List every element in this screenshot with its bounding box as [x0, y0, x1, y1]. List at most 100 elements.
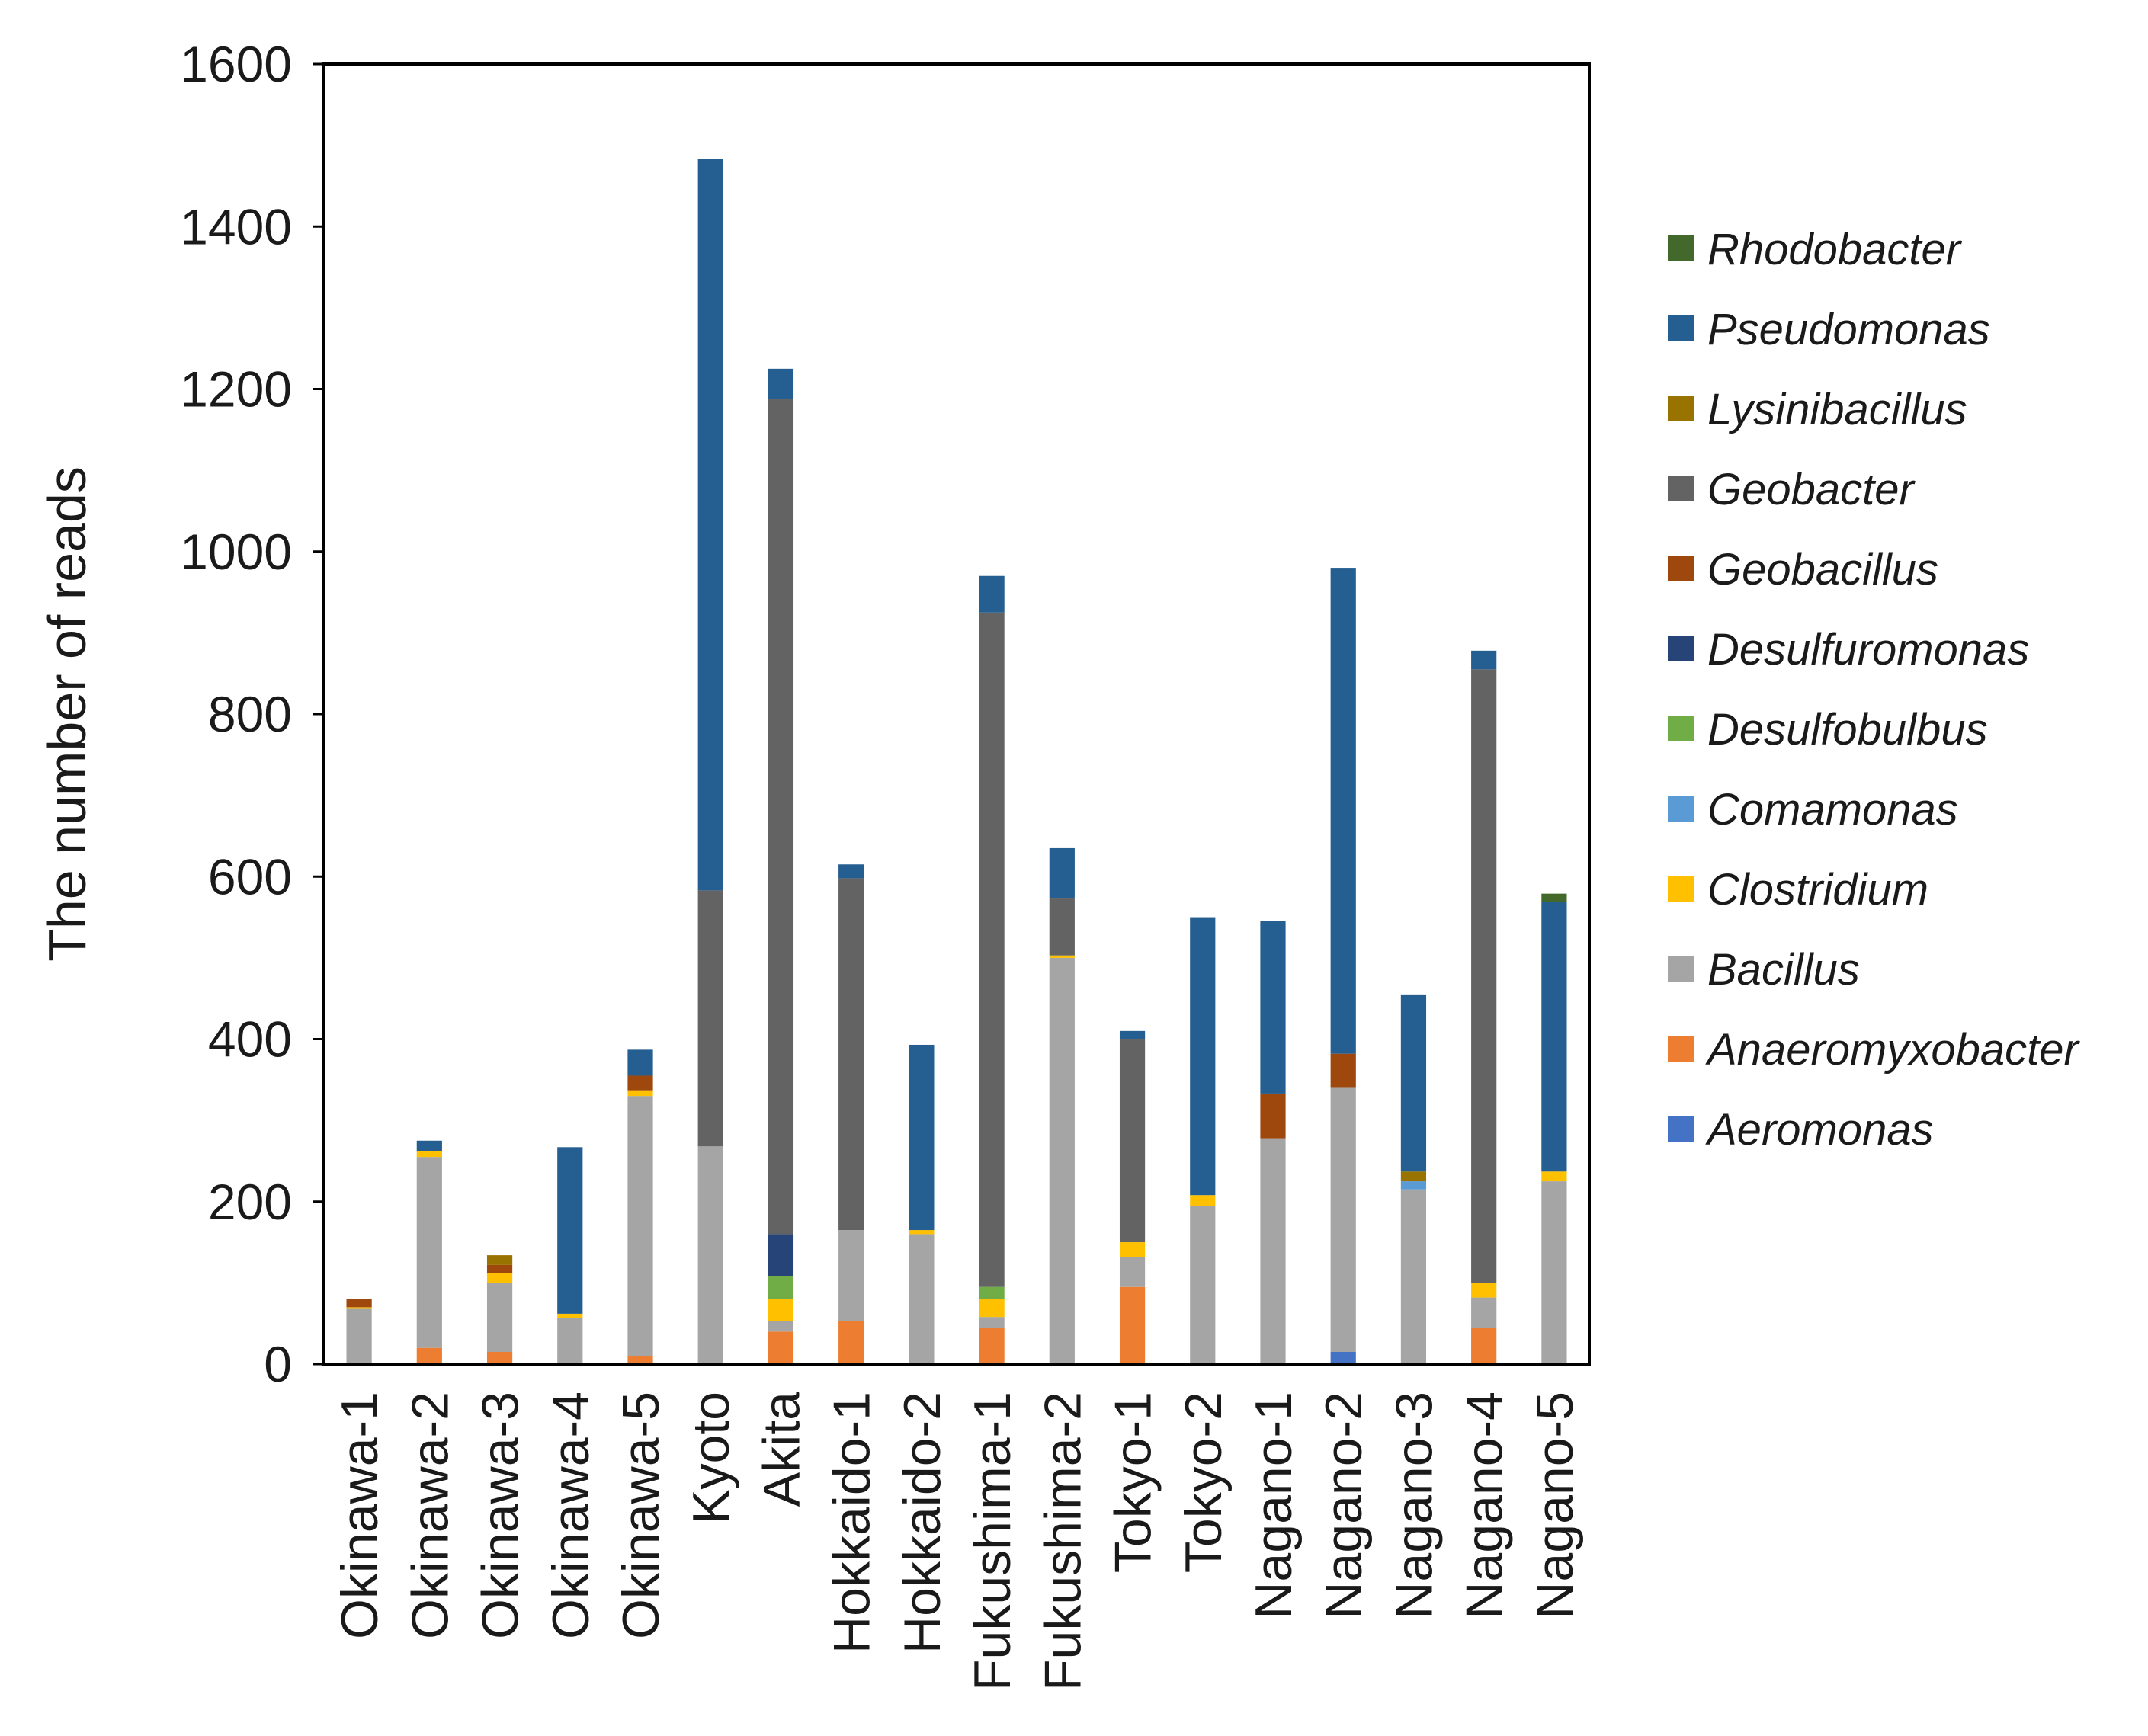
bar-nagano-3-lysinibacillus: [1400, 1171, 1427, 1182]
bar-hokkaido-2-clostridium: [909, 1230, 935, 1235]
bar-fukushima-2-geobacter: [1049, 898, 1075, 956]
legend-swatch-desulfuromonas: [1668, 636, 1694, 661]
bar-fukushima-1-anaeromyxobacter: [979, 1328, 1005, 1364]
bar-tokyo-2-pseudomonas: [1190, 917, 1216, 1196]
bar-nagano-2-aeromonas: [1330, 1352, 1356, 1364]
x-tick-label-tokyo-2: Tokyo-2: [1175, 1392, 1233, 1573]
bar-okinawa-3-anaeromyxobacter: [486, 1352, 513, 1364]
legend-label-desulfobulbus: Desulfobulbus: [1707, 705, 1988, 754]
bar-nagano-1-pseudomonas: [1260, 921, 1286, 1094]
bar-tokyo-1-bacillus: [1119, 1257, 1146, 1287]
bar-akita-geobacter: [768, 399, 794, 1235]
bar-okinawa-5-clostridium: [627, 1090, 653, 1097]
legend: Rhodobacter Pseudomonas Lysinibacillus Geob…: [1668, 225, 2080, 1155]
x-tick-label-hokkaido-2: Hokkaido-2: [893, 1392, 951, 1654]
bar-nagano-3-comamonas: [1400, 1181, 1427, 1190]
bar-nagano-2-geobacillus: [1330, 1053, 1356, 1088]
legend-swatch-clostridium: [1668, 876, 1694, 902]
y-tick-label-0: 0: [264, 1336, 292, 1392]
legend-swatch-comamonas: [1668, 796, 1694, 822]
bar-fukushima-2-bacillus: [1049, 957, 1075, 1365]
bar-nagano-2-bacillus: [1330, 1087, 1356, 1352]
bar-nagano-5-clostridium: [1541, 1171, 1567, 1182]
y-tick-label-200: 200: [208, 1174, 292, 1230]
bar-hokkaido-1-geobacter: [838, 878, 864, 1231]
bar-akita-pseudomonas: [768, 368, 794, 399]
y-axis: 0 200 400 600 800 1000 1200 1400 1600: [180, 36, 324, 1392]
x-tick-label-nagano-1: Nagano-1: [1245, 1392, 1303, 1619]
bar-hokkaido-1-bacillus: [838, 1230, 864, 1321]
legend-label-lysinibacillus: Lysinibacillus: [1707, 385, 1967, 434]
x-tick-label-nagano-5: Nagano-5: [1526, 1392, 1584, 1619]
y-tick-label-800: 800: [208, 686, 292, 742]
bar-hokkaido-1-pseudomonas: [838, 864, 864, 879]
bar-okinawa-4-bacillus: [557, 1318, 583, 1364]
bar-fukushima-1-clostridium: [979, 1299, 1005, 1318]
y-tick-label-1400: 1400: [180, 198, 292, 255]
bar-nagano-4-geobacter: [1471, 669, 1497, 1283]
bar-nagano-1-bacillus: [1260, 1138, 1286, 1364]
bar-nagano-4-anaeromyxobacter: [1471, 1328, 1497, 1364]
bar-tokyo-2-clostridium: [1190, 1195, 1216, 1206]
bar-okinawa-5-bacillus: [627, 1096, 653, 1356]
bar-tokyo-1-clostridium: [1119, 1242, 1146, 1257]
x-tick-label-kyoto: Kyoto: [682, 1392, 740, 1524]
bar-okinawa-4-clostridium: [557, 1313, 583, 1318]
x-tick-label-tokyo-1: Tokyo-1: [1104, 1392, 1162, 1573]
bar-fukushima-2-pseudomonas: [1049, 847, 1075, 899]
y-axis-title: The number of reads: [37, 466, 97, 962]
x-tick-label-okinawa-3: Okinawa-3: [472, 1392, 530, 1639]
legend-swatch-pseudomonas: [1668, 315, 1694, 341]
bar-okinawa-4-pseudomonas: [557, 1147, 583, 1314]
plot-area-frame: [322, 62, 1591, 1366]
bar-okinawa-2-clostridium: [416, 1151, 442, 1158]
bar-okinawa-2-anaeromyxobacter: [416, 1347, 442, 1364]
bar-okinawa-5-anaeromyxobacter: [627, 1356, 653, 1364]
x-tick-label-fukushima-1: Fukushima-1: [963, 1392, 1021, 1691]
bar-akita-clostridium: [768, 1299, 794, 1321]
x-tick-label-nagano-2: Nagano-2: [1315, 1392, 1373, 1619]
bar-tokyo-1-geobacter: [1119, 1039, 1146, 1243]
x-tick-label-hokkaido-1: Hokkaido-1: [823, 1392, 881, 1654]
legend-swatch-geobacter: [1668, 476, 1694, 501]
bar-nagano-2-pseudomonas: [1330, 568, 1356, 1054]
legend-label-desulfuromonas: Desulfuromonas: [1707, 625, 2029, 674]
bar-okinawa-3-geobacillus: [486, 1264, 513, 1273]
legend-swatch-desulfobulbus: [1668, 716, 1694, 741]
legend-label-clostridium: Clostridium: [1707, 865, 1928, 914]
bar-fukushima-1-geobacter: [979, 612, 1005, 1287]
y-tick-label-600: 600: [208, 848, 292, 905]
x-axis: Okinawa-1 Okinawa-2 Okinawa-3 Okinawa-4 Okin…: [331, 1392, 1584, 1691]
legend-swatch-lysinibacillus: [1668, 396, 1694, 421]
bar-fukushima-1-bacillus: [979, 1317, 1005, 1328]
bar-layer: [346, 159, 1567, 1365]
legend-swatch-bacillus: [1668, 956, 1694, 982]
bar-akita-anaeromyxobacter: [768, 1331, 794, 1364]
x-tick-label-okinawa-4: Okinawa-4: [542, 1392, 600, 1639]
y-tick-label-1200: 1200: [180, 361, 292, 418]
bar-fukushima-1-desulfobulbus: [979, 1286, 1005, 1299]
x-tick-label-okinawa-1: Okinawa-1: [331, 1392, 389, 1639]
bar-nagano-5-rhodobacter: [1541, 893, 1567, 902]
bar-fukushima-2-clostridium: [1049, 955, 1075, 958]
bar-okinawa-2-bacillus: [416, 1157, 442, 1348]
y-tick-label-1600: 1600: [180, 36, 292, 92]
legend-label-aeromonas: Aeromonas: [1705, 1105, 1934, 1155]
legend-label-geobacter: Geobacter: [1707, 465, 1916, 514]
bar-hokkaido-2-bacillus: [909, 1234, 935, 1364]
legend-label-bacillus: Bacillus: [1707, 945, 1860, 995]
legend-swatch-geobacillus: [1668, 556, 1694, 581]
bar-nagano-4-pseudomonas: [1471, 650, 1497, 670]
bar-nagano-5-bacillus: [1541, 1181, 1567, 1364]
bar-akita-bacillus: [768, 1321, 794, 1332]
bar-nagano-3-bacillus: [1400, 1189, 1427, 1364]
y-tick-label-1000: 1000: [180, 524, 292, 580]
legend-label-anaeromyxobacter: Anaeromyxobacter: [1705, 1025, 2080, 1075]
bar-nagano-4-bacillus: [1471, 1297, 1497, 1328]
bar-kyoto-pseudomonas: [697, 159, 723, 891]
bar-okinawa-5-geobacillus: [627, 1075, 653, 1091]
bar-okinawa-3-lysinibacillus: [486, 1255, 513, 1265]
x-tick-label-akita: Akita: [752, 1392, 810, 1507]
x-tick-label-okinawa-2: Okinawa-2: [401, 1392, 459, 1639]
